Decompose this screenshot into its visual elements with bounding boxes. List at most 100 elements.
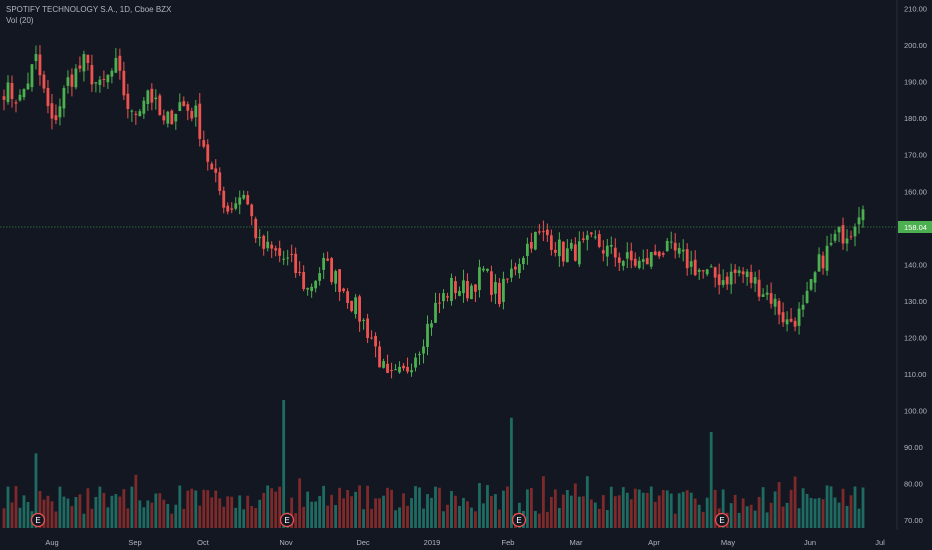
time-tick-label: Nov — [279, 538, 293, 547]
candle-body — [98, 79, 102, 85]
candle-body — [150, 88, 154, 103]
volume-bar — [661, 489, 665, 528]
volume-bar — [637, 489, 641, 528]
volume-bar — [274, 491, 278, 528]
volume-bar — [833, 497, 837, 528]
candle-body — [478, 267, 481, 291]
candle-body — [673, 242, 677, 251]
volume-bar — [166, 503, 170, 528]
candle-body — [757, 279, 761, 297]
volume-bar — [82, 513, 86, 528]
volume-bar — [114, 494, 118, 528]
time-tick-label: Feb — [502, 538, 515, 547]
earnings-marker[interactable]: E — [511, 512, 527, 528]
candle-body — [797, 308, 801, 326]
candle-body — [218, 172, 222, 191]
candle-body — [238, 197, 242, 205]
candle-body — [54, 115, 58, 121]
candle-body — [298, 271, 302, 273]
volume-bar — [709, 432, 713, 528]
earnings-marker-circle — [714, 512, 730, 528]
candle-body — [2, 96, 6, 100]
earnings-marker[interactable]: E — [279, 512, 295, 528]
candle-body — [162, 115, 166, 121]
candle-body — [553, 249, 557, 253]
volume-bar — [545, 511, 549, 528]
volume-bar — [230, 496, 234, 528]
volume-bar — [334, 505, 338, 528]
candle-body — [585, 235, 589, 240]
time-tick-label: Oct — [197, 538, 210, 547]
candle-body — [709, 266, 713, 268]
volume-bar — [6, 486, 10, 528]
candle-body — [370, 337, 373, 339]
candle-body — [314, 280, 318, 289]
candle-body — [50, 103, 54, 119]
candle-body — [194, 105, 198, 118]
candle-body — [6, 82, 10, 103]
candle-body — [138, 111, 142, 117]
volume-bar — [142, 507, 146, 528]
volume-bar — [254, 508, 258, 528]
candle-body — [502, 278, 505, 302]
candle-body — [629, 250, 633, 261]
candle-body — [230, 208, 234, 210]
earnings-marker-circle — [279, 512, 295, 528]
price-tick-label: 180.00 — [904, 114, 927, 123]
volume-bar — [322, 485, 326, 528]
volume-bar — [162, 499, 166, 528]
candle-body — [286, 257, 290, 259]
candle-body — [386, 363, 389, 373]
candle-body — [94, 82, 98, 84]
volume-bar — [713, 489, 717, 528]
candle-body — [713, 267, 717, 278]
candle-body — [70, 74, 74, 87]
volume-bar — [26, 502, 30, 528]
volume-bar — [829, 486, 833, 528]
candle-body — [398, 366, 401, 373]
candle-body — [837, 227, 841, 233]
volume-bar — [78, 494, 82, 528]
earnings-marker-circle — [30, 512, 46, 528]
candle-body — [354, 297, 357, 315]
candle-body — [649, 252, 653, 267]
volume-bar — [350, 496, 353, 528]
volume-bar — [214, 490, 218, 528]
volume-bar — [234, 507, 238, 528]
candle-body — [66, 77, 70, 86]
volume-bar — [446, 504, 449, 528]
earnings-marker[interactable]: E — [30, 512, 46, 528]
time-axis[interactable]: Aug Sep Oct Nov Dec 2019 Feb Mar Apr May Jun Jul — [45, 538, 885, 547]
volume-bar — [685, 490, 689, 528]
volume-bar — [294, 513, 298, 528]
volume-bar — [14, 486, 18, 528]
volume-bar — [66, 498, 70, 528]
candle-body — [577, 241, 581, 265]
candle-body — [270, 244, 274, 249]
volume-bar — [781, 506, 785, 528]
volume-bar — [46, 495, 50, 528]
time-tick-label: Dec — [356, 538, 370, 547]
price-tick-label: 130.00 — [904, 297, 927, 306]
candle-body — [322, 257, 326, 270]
candle-body — [58, 106, 62, 118]
earnings-marker[interactable]: E — [714, 512, 730, 528]
candle-body — [130, 110, 134, 112]
volume-bar — [669, 493, 673, 528]
volume-bar — [813, 498, 817, 528]
volume-bar — [110, 495, 114, 528]
volume-bar — [266, 485, 270, 528]
volume-bar — [98, 486, 102, 528]
volume-bar — [689, 492, 693, 528]
volume-bar — [226, 496, 230, 528]
volume-bar — [753, 510, 757, 528]
candle-body — [482, 268, 485, 271]
candle-body — [565, 248, 569, 263]
candle-body — [693, 259, 697, 276]
candle-body — [450, 277, 453, 302]
volume-bar — [801, 488, 805, 528]
candle-body — [126, 93, 130, 109]
volume-bar — [378, 498, 381, 528]
